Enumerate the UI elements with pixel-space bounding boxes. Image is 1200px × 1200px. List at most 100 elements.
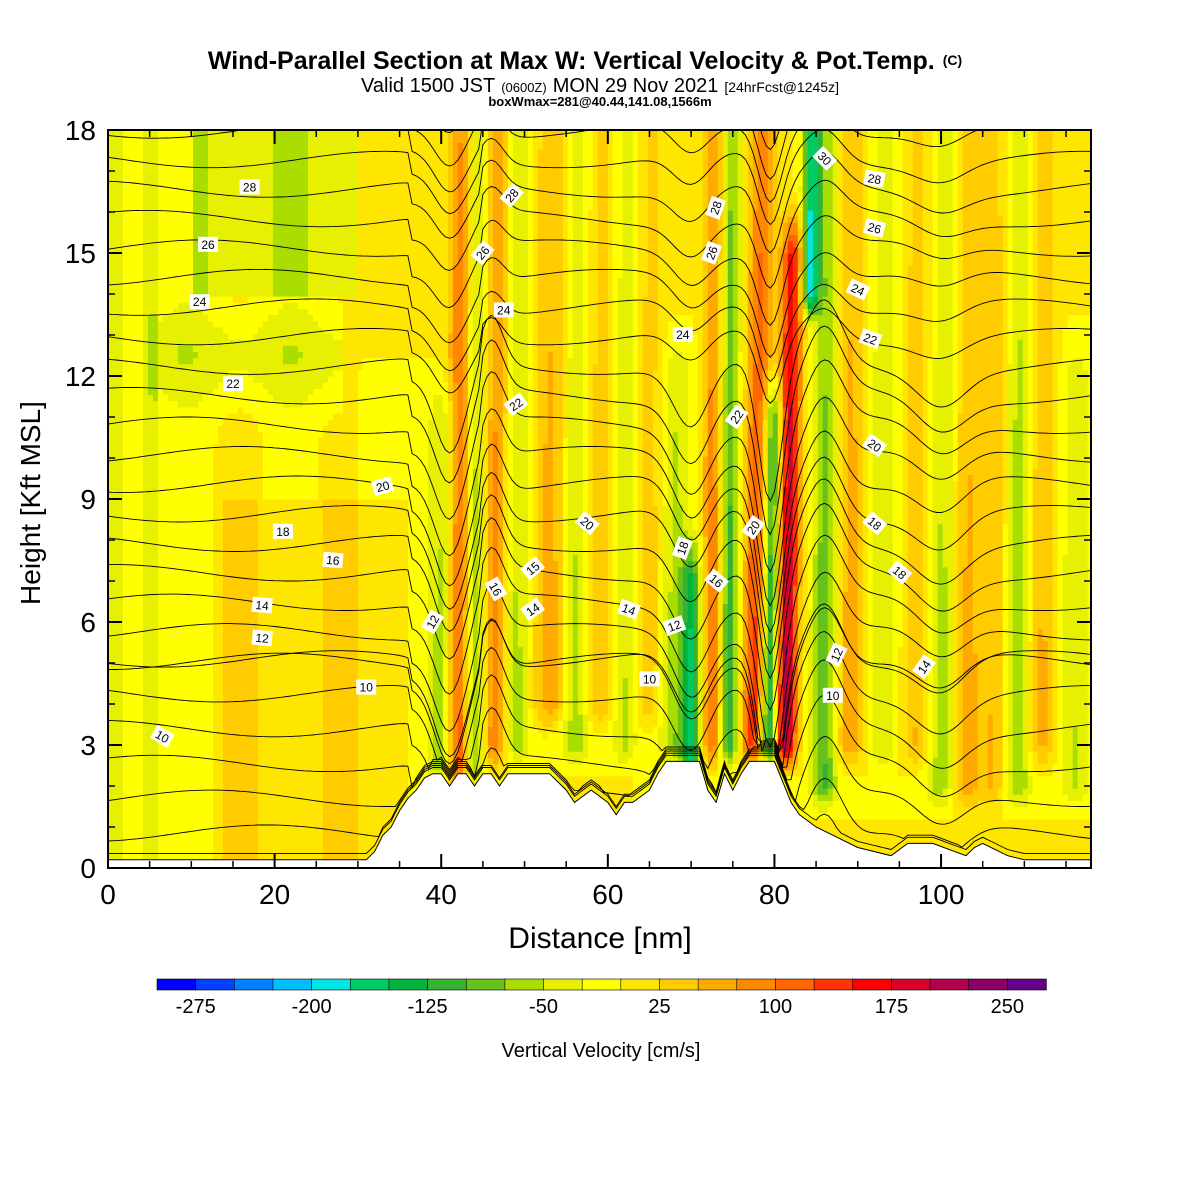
heatmap-cell — [192, 351, 199, 359]
svg-text:12: 12 — [828, 646, 846, 664]
heatmap-cell — [297, 499, 304, 868]
theta-contour-line — [108, 631, 1091, 771]
heatmap-cell — [547, 351, 554, 715]
heatmap-cell — [1027, 775, 1034, 795]
contour-label: 24 — [189, 294, 210, 310]
heatmap-cell — [847, 818, 854, 868]
heatmap-cell — [247, 376, 254, 414]
heatmap-cell — [237, 296, 244, 303]
heatmap-cell — [132, 130, 139, 868]
heatmap-cell — [787, 253, 794, 402]
heatmap-cell — [227, 499, 234, 868]
heatmap-cell — [372, 130, 379, 359]
heatmap-cell — [802, 652, 809, 820]
heatmap-cell — [492, 763, 499, 771]
heatmap-cell — [767, 394, 774, 408]
heatmap-cell — [487, 130, 494, 420]
heatmap-cell — [937, 806, 944, 820]
heatmap-cell — [727, 209, 734, 506]
heatmap-cell — [532, 726, 539, 777]
box-info: boxWmax=281@40.44,141.08,1566m — [488, 94, 711, 109]
heatmap-cell — [992, 130, 999, 801]
heatmap-cell — [572, 763, 579, 777]
heatmap-cell — [797, 751, 804, 777]
heatmap-cell — [442, 412, 449, 654]
heatmap-cell — [687, 314, 694, 519]
heatmap-cell — [917, 769, 924, 820]
heatmap-cell — [1027, 794, 1034, 820]
heatmap-cell — [387, 357, 394, 500]
colorbar-swatch — [813, 978, 854, 991]
heatmap-cell — [697, 566, 704, 783]
heatmap-cell — [222, 332, 229, 377]
heatmap-cell — [537, 148, 544, 721]
heatmap-cell — [502, 130, 509, 414]
heatmap-cell — [697, 130, 704, 537]
heatmap-cell — [207, 130, 214, 297]
heatmap-cell — [767, 406, 774, 439]
heatmap-cell — [377, 130, 384, 359]
heatmap-cell — [607, 720, 614, 777]
heatmap-cell — [212, 326, 219, 389]
heatmap-cell — [747, 757, 754, 765]
colorbar-tick-label: 25 — [648, 996, 670, 1018]
heatmap-cell — [782, 757, 789, 765]
heatmap-cell — [667, 130, 674, 322]
heatmap-cell — [252, 419, 259, 500]
svg-text:10: 10 — [826, 689, 840, 703]
svg-text:26: 26 — [703, 244, 721, 262]
colorbar-tick-label: -275 — [176, 996, 216, 1018]
heatmap-cell — [887, 757, 894, 820]
heatmap-cell — [687, 548, 694, 562]
heatmap-cell — [752, 130, 759, 211]
theta-contours — [108, 130, 1091, 855]
heatmap-cell — [972, 130, 979, 654]
heatmap-cell — [282, 302, 289, 346]
heatmap-cell — [727, 130, 734, 211]
heatmap-cell — [862, 130, 869, 777]
heatmap-cell — [262, 130, 269, 297]
heatmap-cell — [432, 357, 439, 396]
heatmap-cell — [1062, 130, 1069, 328]
heatmap-cell — [327, 376, 334, 420]
heatmap-cell — [957, 412, 964, 801]
svg-text:28: 28 — [243, 180, 257, 194]
heatmap-cell — [217, 326, 224, 383]
theta-contour-line — [108, 659, 1091, 773]
heatmap-cell — [1047, 775, 1054, 820]
heatmap-cell — [537, 720, 544, 734]
heatmap-cell — [832, 130, 839, 648]
heatmap-cell — [377, 357, 384, 500]
heatmap-cell — [1022, 806, 1029, 820]
heatmap-cell — [697, 535, 704, 568]
heatmap-cell — [507, 591, 514, 752]
heatmap-cell — [822, 812, 829, 820]
heatmap-cell — [827, 806, 834, 820]
heatmap-cell — [742, 757, 749, 771]
heatmap-cell — [197, 308, 204, 402]
heatmap-cell — [312, 296, 319, 322]
heatmap-cell — [267, 314, 274, 396]
colorbar-swatch — [234, 978, 274, 991]
heatmap-cell — [652, 505, 659, 666]
heatmap-cell — [1072, 726, 1079, 789]
heatmap-cell — [427, 357, 434, 420]
colorbar-swatch — [195, 978, 235, 991]
colorbar-swatch — [465, 978, 506, 991]
heatmap-cell — [572, 554, 579, 752]
heatmap-cell — [707, 763, 714, 771]
heatmap-cell — [147, 394, 154, 868]
heatmap-cell — [667, 751, 674, 765]
heatmap-cell — [472, 130, 479, 469]
heatmap-cell — [597, 720, 604, 734]
heatmap-cell — [807, 308, 814, 316]
heatmap-cell — [1052, 818, 1059, 868]
heatmap-cell — [1077, 800, 1084, 820]
heatmap-cell — [937, 818, 944, 868]
heatmap-cell — [467, 308, 474, 691]
heatmap-cell — [787, 757, 794, 765]
heatmap-cell — [447, 130, 454, 334]
heatmap-cell — [792, 775, 799, 820]
heatmap-cell — [1087, 314, 1091, 820]
heatmap-cell — [742, 130, 749, 389]
